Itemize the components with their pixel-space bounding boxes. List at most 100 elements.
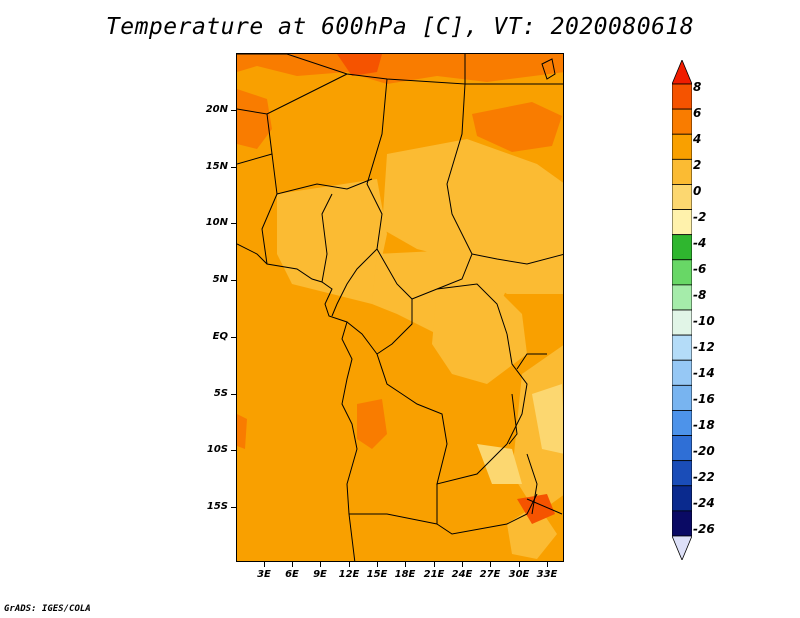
grads-credit: GrADS: IGES/COLA [4, 604, 91, 614]
colorbar-segment [672, 535, 692, 560]
lat-tick [231, 394, 236, 395]
colorbar-segment [672, 309, 692, 336]
field-warm-angola [357, 399, 387, 449]
colorbar-label: -4 [693, 236, 707, 250]
lat-tick [231, 280, 236, 281]
lon-tick [434, 562, 435, 567]
border-cameroon-south [346, 299, 413, 355]
red-sea-coast [541, 58, 556, 80]
border-mali-north [237, 73, 348, 115]
lat-label-15n: 15N [205, 161, 228, 172]
colorbar-segment [672, 108, 692, 135]
field-light-sudan [382, 139, 563, 294]
field-warm-chad [472, 102, 562, 152]
lon-label-30e: 30E [508, 569, 530, 580]
lat-tick [231, 167, 236, 168]
colorbar-label: -6 [693, 262, 707, 276]
lat-label-10n: 10N [205, 217, 228, 228]
colorbar-segment [672, 184, 692, 210]
field-light-east [512, 345, 563, 514]
colorbar-segment [672, 158, 692, 185]
field-warm-north [237, 54, 563, 84]
border-sahara [237, 54, 466, 85]
field-pale-zambia [477, 444, 522, 484]
colorbar-label: 0 [693, 184, 702, 198]
colorbar-segment [672, 435, 692, 462]
border-benin [321, 193, 333, 283]
colorbar-segment [672, 510, 692, 537]
colorbar-label: -16 [693, 392, 715, 406]
lon-tick [490, 562, 491, 567]
field-warm-atlantic [237, 414, 247, 449]
lon-tick [264, 562, 265, 567]
border-sudan-car [471, 253, 563, 265]
lon-label-33e: 33E [536, 569, 558, 580]
colorbar-segment [672, 359, 692, 386]
lon-label-3e: 3E [257, 569, 271, 580]
colorbar-label: -2 [693, 210, 707, 224]
lat-label-10s: 10S [206, 444, 228, 455]
colorbar-segment [672, 234, 692, 261]
borders [237, 54, 563, 561]
colorbar-label: -20 [693, 444, 715, 458]
lat-tick [231, 507, 236, 508]
field-light-nigeria [277, 179, 387, 304]
lat-tick [231, 337, 236, 338]
lon-label-9e: 9E [313, 569, 327, 580]
colorbar-label: 4 [693, 132, 702, 146]
field-pale-east [532, 384, 563, 454]
colorbar-segment [672, 410, 692, 436]
lake-victoria [516, 353, 547, 370]
lon-tick [349, 562, 350, 567]
map-field-svg [237, 54, 563, 561]
border-ghana-west [261, 193, 278, 265]
colorbar-segment [672, 259, 692, 286]
colorbar-segment [672, 83, 692, 110]
lon-tick [405, 562, 406, 567]
lon-tick [377, 562, 378, 567]
lat-label-5n: 5N [212, 274, 228, 285]
colorbar-label: -8 [693, 288, 707, 302]
lon-tick [519, 562, 520, 567]
lat-tick [231, 450, 236, 451]
lake-tanganyika [508, 393, 518, 445]
lon-tick [547, 562, 548, 567]
border-drc-east [506, 333, 528, 445]
lat-tick [231, 110, 236, 111]
colorbar-label: -24 [693, 496, 715, 510]
field-hot-south [517, 494, 555, 524]
lon-label-21e: 21E [423, 569, 445, 580]
field-warm-mauritania [237, 89, 272, 149]
temperature-map [236, 53, 564, 562]
colorbar-label: 2 [693, 158, 702, 172]
colorbar-segment [672, 460, 692, 487]
lon-tick [462, 562, 463, 567]
lon-label-6e: 6E [285, 569, 299, 580]
lon-label-15e: 15E [366, 569, 388, 580]
colorbar-label: -14 [693, 366, 715, 380]
colorbar-segment [672, 334, 692, 361]
colorbar-label: -12 [693, 340, 715, 354]
colorbar-segment [672, 284, 692, 311]
border-niger-chad [366, 78, 473, 300]
lon-label-12e: 12E [338, 569, 360, 580]
lat-label-15s: 15S [206, 501, 228, 512]
chart-title: Temperature at 600hPa [C], VT: 202008061… [105, 14, 695, 40]
colorbar-segment [672, 384, 692, 411]
colorbar-segment [672, 209, 692, 236]
field-light-congo [432, 284, 527, 384]
colorbar-segment [672, 133, 692, 160]
colorbar-label: 6 [693, 106, 702, 120]
colorbar-label: -26 [693, 522, 715, 536]
border-car-drc [436, 283, 508, 335]
lat-tick [231, 223, 236, 224]
field-hot-north [337, 54, 382, 76]
lat-label-eq: EQ [212, 331, 228, 342]
lon-label-27e: 27E [479, 569, 501, 580]
lat-label-20n: 20N [205, 104, 228, 115]
lat-label-5s: 5S [213, 388, 228, 399]
colorbar [672, 60, 692, 560]
lon-tick [320, 562, 321, 567]
colorbar-label: -10 [693, 314, 715, 328]
border-drc-south [376, 353, 508, 485]
